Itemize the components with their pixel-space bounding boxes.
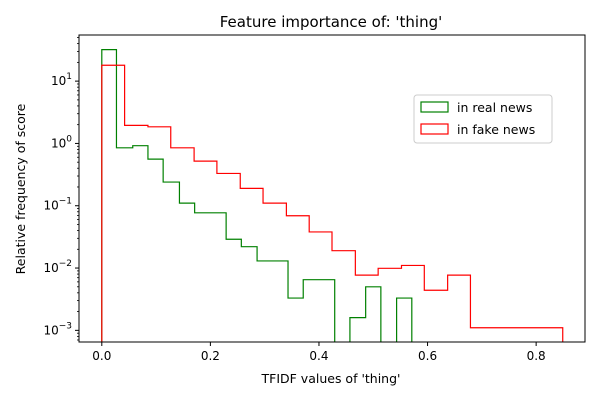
series-fake-news-step-line	[101, 64, 564, 342]
y-tick-label: 10−2	[43, 259, 72, 275]
legend-label-real-news: in real news	[457, 100, 532, 115]
series-layer	[101, 49, 564, 342]
series-real-news-step-line	[101, 49, 413, 342]
legend: in real news in fake news	[413, 94, 553, 144]
y-axis-label: Relative frequency of score	[13, 103, 28, 274]
x-tick-label: 0.6	[418, 349, 437, 363]
legend-swatch-fake-news	[420, 123, 449, 135]
y-tick-label: 10−3	[43, 321, 72, 337]
legend-swatch-real-news	[420, 101, 449, 113]
x-tick-label: 0.8	[527, 349, 546, 363]
axes-frame	[78, 34, 586, 343]
x-axis-label: TFIDF values of 'thing'	[261, 371, 401, 386]
legend-label-fake-news: in fake news	[457, 122, 535, 137]
x-tick-label: 0.2	[201, 349, 220, 363]
y-tick-label: 10−1	[43, 197, 72, 213]
chart-title: Feature importance of: 'thing'	[220, 13, 443, 31]
x-tick-label: 0.0	[92, 349, 111, 363]
plot-area: 0.0 0.2 0.4 0.6 0.8 10−3 10−2 10−1 100 101	[43, 34, 586, 363]
y-tick-label: 101	[51, 72, 72, 88]
x-tick-label: 0.4	[309, 349, 328, 363]
x-axis: 0.0 0.2 0.4 0.6 0.8	[92, 342, 546, 363]
y-axis: 10−3 10−2 10−1 100 101	[43, 37, 79, 341]
y-tick-label: 100	[51, 134, 72, 150]
